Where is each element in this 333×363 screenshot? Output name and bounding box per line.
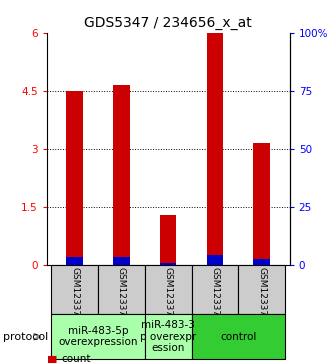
Bar <box>253 259 270 265</box>
Bar <box>51 265 98 314</box>
Bar <box>160 215 176 265</box>
Bar <box>145 265 191 314</box>
Text: miR-483-3
p overexpr
ession: miR-483-3 p overexpr ession <box>140 320 196 353</box>
Text: control: control <box>220 332 256 342</box>
Bar <box>160 263 176 265</box>
Bar <box>238 265 285 314</box>
Text: GSM1233786: GSM1233786 <box>70 268 79 328</box>
Bar <box>191 314 285 359</box>
Bar <box>207 33 223 265</box>
Text: protocol: protocol <box>3 332 49 342</box>
Text: miR-483-5p
overexpression: miR-483-5p overexpression <box>58 326 138 347</box>
Bar <box>191 265 238 314</box>
Text: GSM1233789: GSM1233789 <box>257 268 266 328</box>
Bar <box>113 257 130 265</box>
Text: ■: ■ <box>47 354 57 363</box>
Title: GDS5347 / 234656_x_at: GDS5347 / 234656_x_at <box>84 16 252 30</box>
Text: GSM1233790: GSM1233790 <box>164 268 173 328</box>
Text: count: count <box>62 354 91 363</box>
Bar <box>113 85 130 265</box>
Bar <box>207 255 223 265</box>
Bar <box>67 257 83 265</box>
Text: GSM1233787: GSM1233787 <box>117 268 126 328</box>
Bar <box>67 91 83 265</box>
Bar <box>145 314 191 359</box>
Text: GSM1233788: GSM1233788 <box>210 268 219 328</box>
Bar <box>98 265 145 314</box>
Bar <box>51 314 145 359</box>
Bar <box>253 143 270 265</box>
